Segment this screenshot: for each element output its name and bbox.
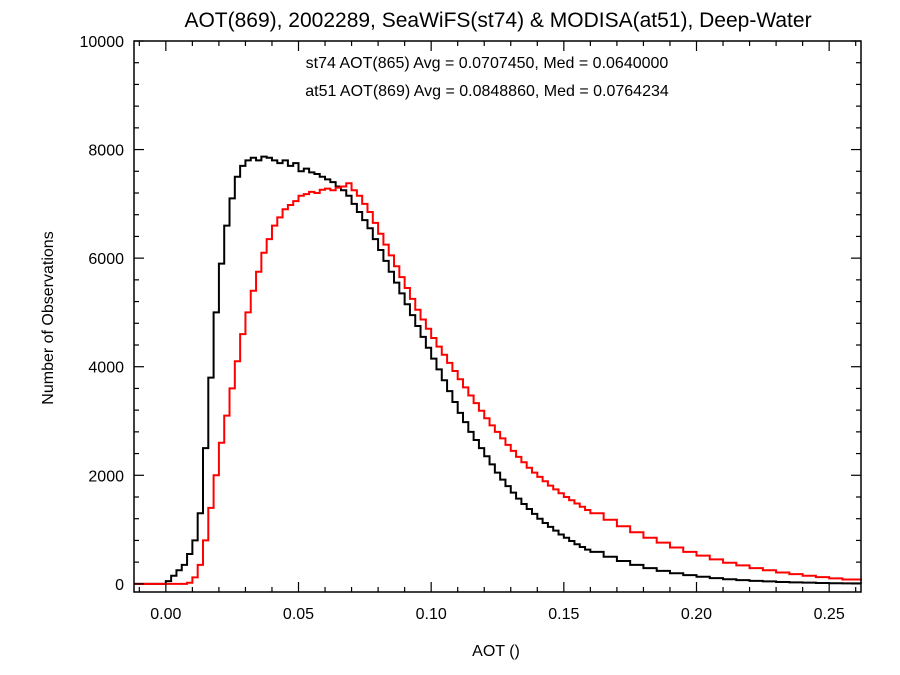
chart-title: AOT(869), 2002289, SeaWiFS(st74) & MODIS…: [184, 9, 811, 32]
x-tick-label: 0.15: [548, 606, 579, 623]
series-line-st74: [134, 155, 862, 585]
y-tick-label: 4000: [88, 360, 124, 377]
x-tick-label: 0.25: [814, 606, 845, 623]
ticks-layer: 0.00 0.05 0.10 0.15 0.20 0.25 0 2000 4000 6000 800…: [80, 34, 861, 623]
plot-background: [134, 41, 861, 592]
plot-frame: [133, 40, 862, 593]
x-tick-label: 0.05: [283, 606, 314, 623]
y-tick-label: 10000: [80, 34, 125, 51]
y-tick-label: 6000: [88, 251, 124, 268]
series-line-at51: [134, 182, 862, 585]
x-tick-label: 0.10: [416, 606, 447, 623]
axes-layer: [133, 40, 862, 593]
annotation-at51-stats: at51 AOT(869) Avg = 0.0848860, Med = 0.0…: [305, 83, 669, 100]
plot-area: [134, 41, 861, 592]
x-tick-label: 0.00: [150, 606, 181, 623]
x-tick-label: 0.20: [681, 606, 712, 623]
y-tick-label: 0: [115, 577, 124, 594]
x-axis-label: AOT (): [472, 643, 520, 660]
text-layer: AOT(869), 2002289, SeaWiFS(st74) & MODIS…: [40, 9, 812, 660]
y-tick-label: 8000: [88, 143, 124, 160]
y-axis-label: Number of Observations: [40, 231, 57, 404]
y-tick-label: 2000: [88, 468, 124, 485]
series-layer: [134, 155, 862, 585]
annotation-st74-stats: st74 AOT(865) Avg = 0.0707450, Med = 0.0…: [306, 55, 669, 72]
